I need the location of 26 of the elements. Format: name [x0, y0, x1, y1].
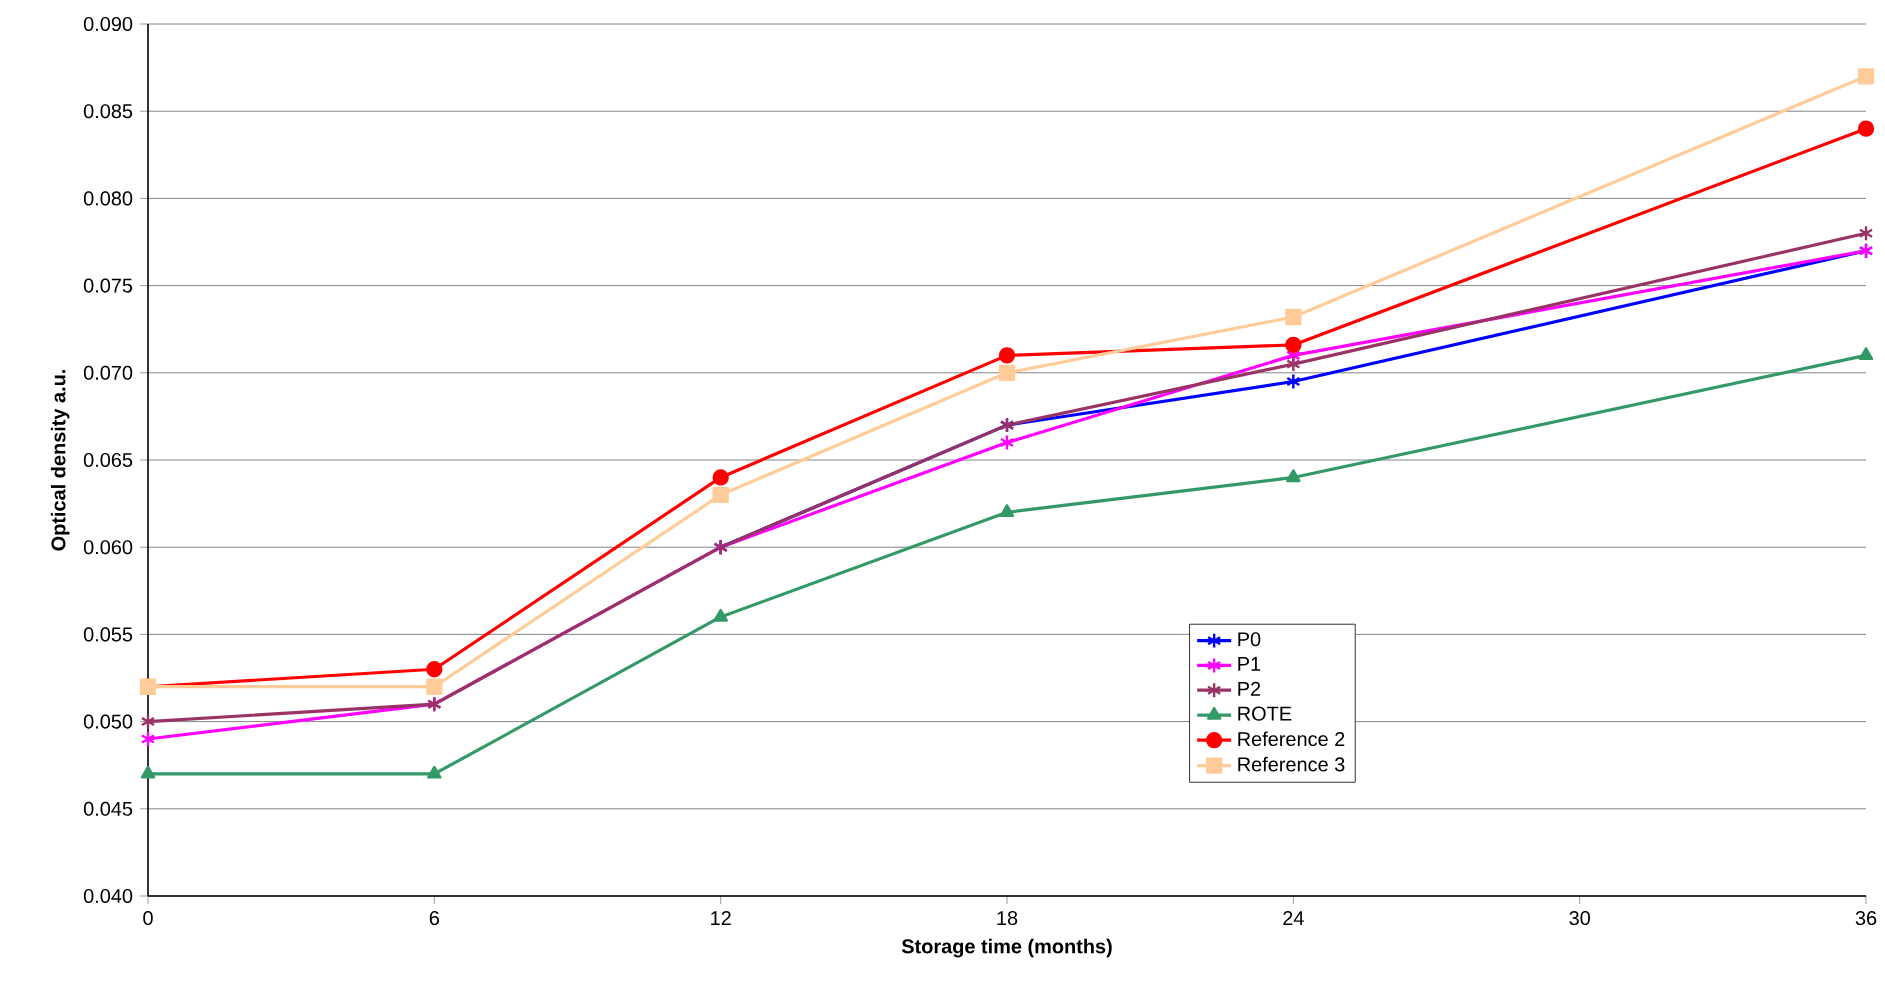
- x-tick-label: 36: [1855, 911, 1877, 926]
- y-tick-label: 0.065: [83, 452, 133, 468]
- x-axis-title: Storage time (months): [901, 938, 1112, 958]
- y-tick-label: 0.090: [83, 16, 133, 32]
- x-tick-label: 12: [711, 911, 731, 925]
- y-tick-label: 0.080: [83, 191, 133, 206]
- x-tick-label: 0: [143, 911, 153, 926]
- legend-label: Reference 2: [1238, 731, 1345, 747]
- x-tick-label: 24: [1283, 911, 1304, 925]
- y-tick-label: 0.070: [83, 365, 133, 380]
- x-tick-label: 30: [1569, 911, 1590, 926]
- legend-label: P1: [1238, 657, 1261, 671]
- legend-label: ROTE: [1238, 706, 1292, 721]
- y-tick-label: 0.045: [83, 801, 133, 816]
- y-tick-label: 0.060: [83, 540, 133, 555]
- x-tick-label: 6: [429, 911, 440, 926]
- y-tick-label: 0.040: [83, 888, 133, 904]
- x-tick-label: 18: [997, 911, 1018, 926]
- legend-label: Reference 3: [1238, 756, 1345, 772]
- y-tick-label: 0.055: [83, 627, 133, 642]
- y-tick-label: 0.075: [83, 278, 133, 293]
- y-axis-title: Optical density a.u.: [50, 370, 70, 551]
- legend-label: P2: [1238, 681, 1261, 696]
- y-tick-label: 0.085: [83, 104, 133, 119]
- legend-label: P0: [1238, 632, 1261, 647]
- y-tick-label: 0.050: [83, 714, 133, 729]
